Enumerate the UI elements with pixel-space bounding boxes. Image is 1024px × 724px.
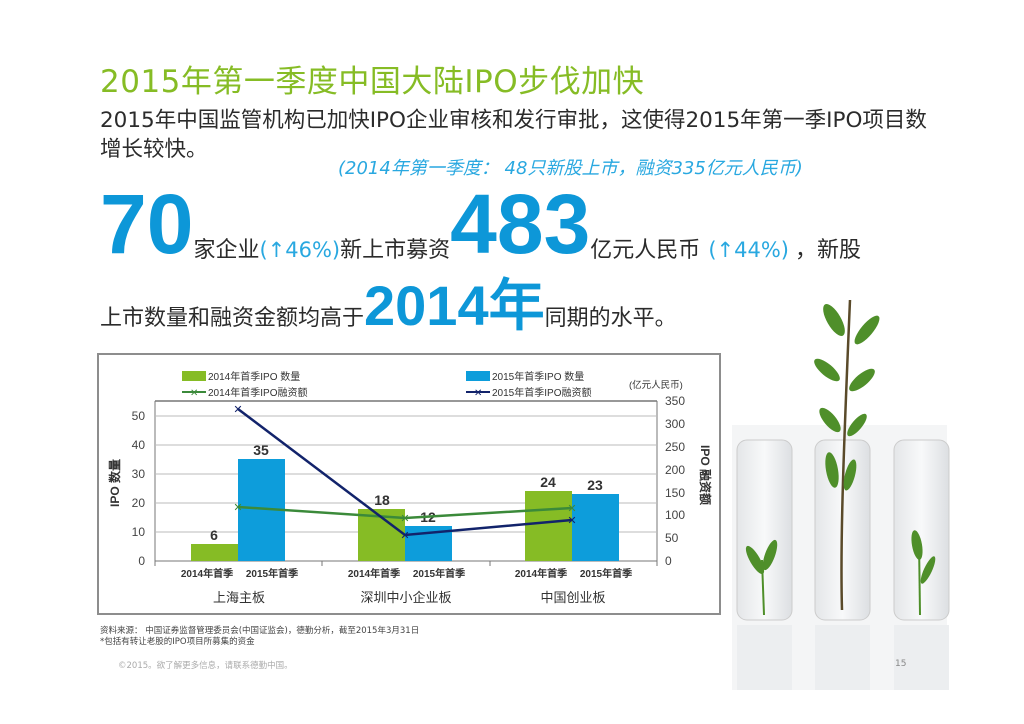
svg-text:✕: ✕ — [233, 502, 242, 514]
legend-2015-count: 2015年首季IPO 数量 — [492, 370, 584, 383]
svg-text:40: 40 — [132, 438, 146, 452]
svg-text:200: 200 — [665, 463, 685, 477]
chart-legend: 2014年首季IPO 数量 2015年首季IPO 数量 ✕ 2014年首季IPO… — [182, 370, 683, 399]
raise-amount-figure: 483 — [450, 177, 591, 271]
line-2014-amount — [237, 505, 573, 520]
intro-paragraph: 2015年中国监管机构已加快IPO企业审核和发行审批，这使得2015年第一季IP… — [100, 108, 927, 162]
svg-text:350: 350 — [665, 394, 685, 408]
svg-text:2014年首季: 2014年首季 — [348, 567, 401, 580]
svg-text:50: 50 — [132, 409, 146, 423]
legend-2015-amount: 2015年首季IPO融资额 — [492, 386, 591, 399]
svg-text:23: 23 — [587, 477, 603, 493]
svg-text:100: 100 — [665, 508, 685, 522]
svg-text:6: 6 — [210, 527, 218, 543]
svg-text:30: 30 — [132, 467, 146, 481]
svg-text:2014年首季: 2014年首季 — [181, 567, 234, 580]
svg-text:✕: ✕ — [400, 513, 409, 525]
legend-2014-amount: 2014年首季IPO融资额 — [208, 386, 307, 399]
unit-text: 亿元人民币 — [590, 238, 701, 263]
svg-text:250: 250 — [665, 440, 685, 454]
svg-text:2015年首季: 2015年首季 — [246, 567, 299, 580]
source-text: 资料来源： 中国证券监督管理委员会(中国证监会)，德勤分析，截至2015年3月3… — [100, 626, 420, 636]
svg-text:2015年首季: 2015年首季 — [413, 567, 466, 580]
raise-change: (↑44%) — [708, 238, 789, 262]
svg-text:0: 0 — [665, 554, 672, 568]
bar-2014-chinext — [525, 491, 572, 561]
svg-text:上海主板: 上海主板 — [213, 590, 265, 605]
line-2015-amount — [237, 408, 573, 537]
right-axis-unit: (亿元人民币) — [629, 379, 683, 391]
svg-text:2015年首季: 2015年首季 — [580, 567, 633, 580]
svg-text:150: 150 — [665, 486, 685, 500]
legend-2014-count: 2014年首季IPO 数量 — [208, 370, 300, 383]
raise-text: 新上市募资 — [340, 238, 451, 263]
chart-svg: 2014年首季IPO 数量 2015年首季IPO 数量 ✕ 2014年首季IPO… — [107, 370, 713, 605]
bars — [191, 459, 619, 561]
svg-text:✕: ✕ — [190, 388, 198, 399]
count-text: 家企业 — [193, 238, 260, 263]
ipo-count-figure: 70 — [100, 177, 194, 271]
amount-lines: ✕✕✕ ✕✕✕ — [233, 404, 576, 542]
page-title: 2015年第一季度中国大陆IPO步伐加快 — [100, 64, 645, 100]
svg-text:300: 300 — [665, 417, 685, 431]
highlight-line-1: 70家企业(↑46%)新上市募资483亿元人民币 (↑44%) ，新股 — [100, 182, 861, 266]
count-change: (↑46%) — [259, 238, 341, 262]
svg-text:中国创业板: 中国创业板 — [540, 590, 605, 605]
x-sub-labels: 2014年首季 2015年首季 2014年首季 2015年首季 2014年首季 … — [181, 567, 633, 580]
plant-test-tubes-image — [722, 290, 952, 690]
svg-text:✕: ✕ — [567, 503, 576, 515]
svg-text:2014年首季: 2014年首季 — [515, 567, 568, 580]
x-category-labels: 上海主板 深圳中小企业板 中国创业板 — [213, 590, 606, 605]
svg-text:10: 10 — [132, 525, 146, 539]
left-axis-label: IPO 数量 — [107, 459, 122, 507]
bar-2014-shanghai — [191, 544, 238, 561]
left-axis: 50 40 30 20 10 0 — [132, 409, 146, 568]
page-number: 15 — [895, 659, 907, 669]
svg-text:0: 0 — [138, 554, 145, 568]
svg-text:24: 24 — [540, 474, 556, 490]
right-axis-label: IPO 融资额 — [698, 445, 713, 505]
svg-text:深圳中小企业板: 深圳中小企业板 — [360, 590, 451, 605]
bar-2015-chinext — [572, 494, 619, 561]
tail-text: ，新股 — [794, 238, 861, 263]
footnote-text: *包括有转让老股的IPO项目所募集的资金 — [100, 637, 255, 647]
right-axis: 350 300 250 200 150 100 50 0 — [665, 394, 685, 568]
line2-tail: 同期的水平。 — [544, 306, 677, 331]
line2-text: 上市数量和融资金额均高于 — [100, 306, 365, 331]
comparison-note: (2014年第一季度： 48只新股上市，融资335亿元人民币) — [338, 158, 803, 179]
svg-text:✕: ✕ — [400, 530, 409, 542]
year-figure: 2014年 — [364, 274, 545, 337]
svg-text:18: 18 — [374, 492, 390, 508]
svg-text:35: 35 — [253, 442, 269, 458]
chart-source: 资料来源： 中国证券监督管理委员会(中国证监会)，德勤分析，截至2015年3月3… — [100, 626, 419, 648]
svg-text:✕: ✕ — [233, 404, 242, 416]
svg-text:20: 20 — [132, 496, 146, 510]
svg-text:✕: ✕ — [474, 388, 482, 399]
svg-text:50: 50 — [665, 531, 679, 545]
ipo-chart: 2014年首季IPO 数量 2015年首季IPO 数量 ✕ 2014年首季IPO… — [97, 353, 721, 615]
bar-value-labels: 6 35 18 12 24 23 — [210, 442, 603, 543]
highlight-line-2: 上市数量和融资金额均高于2014年同期的水平。 — [100, 278, 677, 338]
svg-text:✕: ✕ — [567, 515, 576, 527]
copyright: ©2015。欲了解更多信息，请联系德勤中国。 — [118, 661, 293, 671]
